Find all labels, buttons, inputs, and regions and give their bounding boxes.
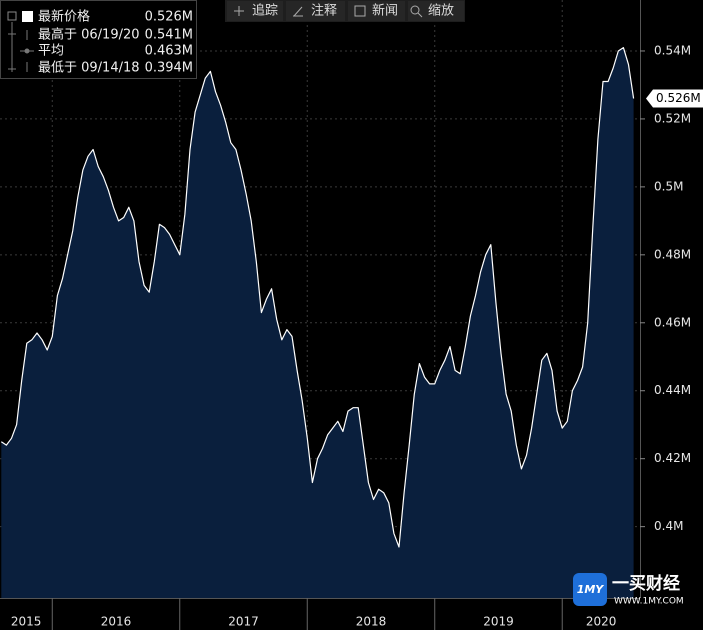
y-tick-label: 0.44M [654,383,691,397]
button-label: 新闻 [372,3,398,19]
last-value-flag [646,89,703,108]
watermark-name: 一买财经 [612,573,680,594]
stat-label: 最低于 09/14/18 [38,61,140,76]
watermark: 1MY 一买财经 WWW.1MY.COM [573,573,684,607]
x-tick-label: 2019 [483,615,514,629]
button-label: 缩放 [428,3,454,19]
legend-label: 最新价格 [38,9,90,25]
price-line [0,47,635,548]
news-button[interactable]: 新闻 [348,1,405,21]
stat-value: 0.463M [145,44,193,59]
icon [354,5,366,17]
legend-value: 0.526M [145,10,193,25]
y-tick-label: 0.42M [654,451,691,465]
legend-connectors [8,22,34,72]
legend-box [0,0,197,79]
plot-area [0,0,640,599]
x-tick-label: 2020 [586,615,617,629]
last-value-label: 0.526M [656,91,701,105]
y-tick-label: 0.46M [654,315,691,329]
icon [410,5,423,18]
checkbox [7,11,17,21]
x-tick-label: 2016 [101,615,132,629]
watermark-url: WWW.1MY.COM [614,597,684,607]
x-tick-label: 2018 [356,615,387,629]
y-tick-label: 0.48M [654,247,691,261]
y-tick-label: 0.5M [654,179,683,193]
button-label: 注释 [311,4,337,19]
button-bg [408,1,464,21]
icon [234,6,244,16]
logo-badge [573,573,607,606]
stat-value: 0.394M [145,61,193,76]
toolbar: 追踪 注释 新闻 缩放 [225,0,465,22]
button-bg [227,1,283,21]
x-tick-label: 2017 [228,615,259,629]
x-tick-label: 2015 [11,615,42,629]
button-label: 追踪 [252,3,278,19]
stat-label: 最高于 06/19/20 [38,27,140,43]
zoom-button[interactable]: 缩放 [408,1,464,21]
annotate-button[interactable]: 注释 [286,1,345,21]
legend: 最新价格 0.526M 最高于 06/19/20 0.541M 平均 0.463… [0,0,197,79]
y-tick-label: 0.4M [654,519,683,533]
stat-label: 平均 [38,44,64,59]
y-tick-label: 0.52M [654,111,691,125]
logo-text: 1MY [577,583,605,596]
y-tick-label: 0.54M [654,43,691,57]
icon [293,6,303,17]
legend-swatch [22,11,33,22]
stat-value: 0.541M [145,28,193,43]
area-fill [1,47,634,599]
track-button[interactable]: 追踪 [227,1,283,21]
